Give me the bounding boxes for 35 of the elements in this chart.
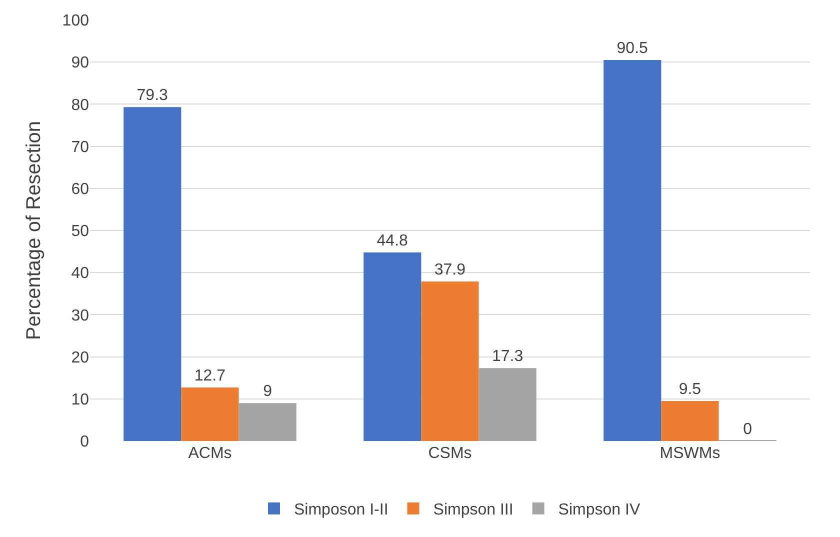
bar bbox=[364, 252, 422, 441]
x-tick-label: CSMs bbox=[428, 445, 472, 462]
y-tick-label: 20 bbox=[71, 349, 90, 366]
data-label: 0 bbox=[743, 421, 752, 438]
bar bbox=[478, 368, 536, 441]
bar bbox=[124, 107, 182, 441]
data-label: 12.7 bbox=[194, 368, 226, 385]
data-label: 9.5 bbox=[678, 381, 702, 398]
y-tick-label: 30 bbox=[71, 307, 90, 324]
legend-label: Simposon I-II bbox=[294, 502, 388, 519]
y-tick-label: 60 bbox=[71, 181, 90, 198]
data-label: 44.8 bbox=[376, 232, 408, 250]
data-label: 9 bbox=[263, 383, 272, 400]
y-tick-label: 10 bbox=[71, 392, 90, 408]
y-tick-label: 100 bbox=[62, 12, 90, 30]
x-tick-label: MSWMs bbox=[660, 445, 720, 462]
y-tick-label: 40 bbox=[71, 265, 90, 282]
bar bbox=[421, 281, 479, 441]
bar bbox=[604, 60, 662, 441]
x-tick-label: ACMs bbox=[188, 445, 232, 462]
data-label: 79.3 bbox=[136, 87, 168, 104]
data-label: 37.9 bbox=[434, 261, 466, 278]
data-label: 90.5 bbox=[616, 40, 648, 57]
bar bbox=[238, 403, 296, 441]
y-tick-label: 0 bbox=[80, 434, 90, 451]
legend-label: Simpson IV bbox=[558, 502, 640, 519]
y-axis-title: Percentage of Resection bbox=[23, 120, 45, 340]
y-tick-label: 80 bbox=[71, 96, 90, 114]
data-label: 17.3 bbox=[492, 348, 524, 366]
legend-label: Simpson III bbox=[433, 502, 514, 519]
bar bbox=[661, 401, 719, 441]
y-tick-label: 70 bbox=[71, 138, 90, 156]
bar bbox=[181, 388, 239, 441]
y-tick-label: 50 bbox=[71, 223, 90, 240]
y-tick-label: 90 bbox=[71, 54, 90, 72]
